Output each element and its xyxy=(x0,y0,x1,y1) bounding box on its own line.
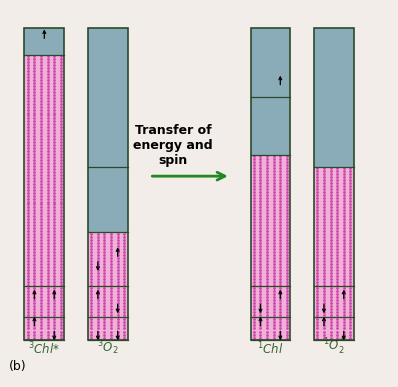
Bar xyxy=(251,155,290,286)
Bar xyxy=(251,286,290,317)
Bar xyxy=(88,166,128,232)
Bar xyxy=(251,97,290,155)
Bar xyxy=(314,28,354,166)
Bar xyxy=(314,28,354,340)
Bar xyxy=(88,286,128,317)
Text: (b): (b) xyxy=(9,360,26,373)
Bar xyxy=(314,317,354,340)
Bar xyxy=(25,55,64,286)
Text: Transfer of
energy and
spin: Transfer of energy and spin xyxy=(133,124,213,167)
Bar xyxy=(88,28,128,340)
Text: $^1$O$_2^*$: $^1$O$_2^*$ xyxy=(322,337,345,357)
Text: $^3$O$_2$: $^3$O$_2$ xyxy=(97,339,119,357)
Bar xyxy=(251,317,290,340)
Bar xyxy=(25,286,64,317)
Bar xyxy=(88,317,128,340)
Bar xyxy=(25,28,64,340)
Bar xyxy=(251,28,290,97)
Bar xyxy=(25,28,64,55)
Text: $^3$Chl*: $^3$Chl* xyxy=(28,341,60,357)
Bar xyxy=(88,232,128,286)
Bar xyxy=(251,28,290,340)
Bar xyxy=(314,166,354,286)
Bar xyxy=(314,286,354,317)
Bar xyxy=(88,28,128,166)
Text: $^1$Chl: $^1$Chl xyxy=(257,341,284,357)
Bar xyxy=(25,317,64,340)
